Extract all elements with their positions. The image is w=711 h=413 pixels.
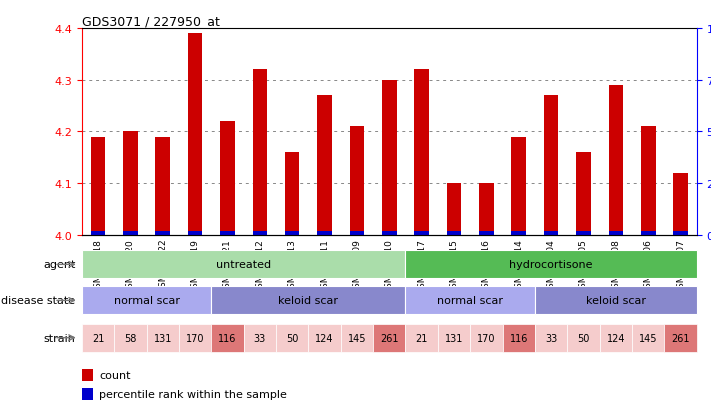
Bar	[503, 324, 535, 352]
Bar	[438, 324, 470, 352]
Bar	[382, 232, 397, 235]
Text: 170: 170	[186, 333, 204, 343]
Bar	[535, 324, 567, 352]
Bar	[252, 70, 267, 235]
Bar	[82, 251, 405, 279]
Bar	[211, 324, 244, 352]
Bar	[82, 369, 93, 381]
Bar	[179, 324, 211, 352]
Text: 261: 261	[671, 333, 690, 343]
Bar	[244, 324, 276, 352]
Bar	[405, 251, 697, 279]
Bar	[276, 324, 309, 352]
Bar	[405, 287, 535, 315]
Bar	[341, 324, 373, 352]
Bar	[91, 232, 105, 235]
Text: 170: 170	[477, 333, 496, 343]
Bar	[188, 232, 203, 235]
Bar	[664, 324, 697, 352]
Text: keloid scar: keloid scar	[586, 296, 646, 306]
Bar	[632, 324, 664, 352]
Bar	[123, 232, 138, 235]
Text: 21: 21	[415, 333, 428, 343]
Bar	[405, 324, 438, 352]
Text: normal scar: normal scar	[114, 296, 179, 306]
Bar	[544, 96, 558, 235]
Bar	[535, 287, 697, 315]
Text: 145: 145	[348, 333, 366, 343]
Text: 145: 145	[639, 333, 658, 343]
Bar	[91, 137, 105, 235]
Bar	[350, 232, 364, 235]
Bar	[447, 184, 461, 235]
Bar	[285, 232, 299, 235]
Text: strain: strain	[44, 333, 75, 343]
Text: 261: 261	[380, 333, 399, 343]
Text: agent: agent	[43, 260, 75, 270]
Bar	[673, 173, 688, 235]
Bar	[479, 232, 493, 235]
Bar	[82, 388, 93, 400]
Text: 33: 33	[254, 333, 266, 343]
Bar	[470, 324, 503, 352]
Text: percentile rank within the sample: percentile rank within the sample	[99, 389, 287, 399]
Text: 124: 124	[606, 333, 625, 343]
Text: 116: 116	[510, 333, 528, 343]
Bar	[447, 232, 461, 235]
Bar	[641, 232, 656, 235]
Bar	[567, 324, 599, 352]
Text: normal scar: normal scar	[437, 296, 503, 306]
Text: hydrocortisone: hydrocortisone	[509, 260, 593, 270]
Bar	[382, 81, 397, 235]
Bar	[309, 324, 341, 352]
Bar	[576, 153, 591, 235]
Bar	[285, 153, 299, 235]
Text: GDS3071 / 227950_at: GDS3071 / 227950_at	[82, 15, 220, 28]
Bar	[156, 137, 170, 235]
Bar	[317, 232, 332, 235]
Bar	[114, 324, 146, 352]
Text: 50: 50	[577, 333, 589, 343]
Bar	[146, 324, 179, 352]
Bar	[252, 232, 267, 235]
Bar	[188, 34, 203, 235]
Text: count: count	[99, 370, 131, 380]
Bar	[82, 324, 114, 352]
Text: disease state: disease state	[1, 296, 75, 306]
Text: 131: 131	[154, 333, 172, 343]
Bar	[82, 287, 211, 315]
Bar	[415, 232, 429, 235]
Bar	[317, 96, 332, 235]
Text: 50: 50	[286, 333, 299, 343]
Bar	[511, 137, 526, 235]
Bar	[609, 232, 623, 235]
Bar	[599, 324, 632, 352]
Bar	[673, 232, 688, 235]
Bar	[220, 232, 235, 235]
Bar	[609, 86, 623, 235]
Bar	[415, 70, 429, 235]
Bar	[479, 184, 493, 235]
Bar	[211, 287, 405, 315]
Text: untreated: untreated	[216, 260, 271, 270]
Text: 58: 58	[124, 333, 137, 343]
Text: 33: 33	[545, 333, 557, 343]
Text: 131: 131	[445, 333, 463, 343]
Bar	[123, 132, 138, 235]
Text: 116: 116	[218, 333, 237, 343]
Bar	[373, 324, 405, 352]
Bar	[641, 127, 656, 235]
Text: 21: 21	[92, 333, 104, 343]
Bar	[544, 232, 558, 235]
Bar	[220, 122, 235, 235]
Bar	[511, 232, 526, 235]
Bar	[156, 232, 170, 235]
Bar	[576, 232, 591, 235]
Text: keloid scar: keloid scar	[278, 296, 338, 306]
Text: 124: 124	[315, 333, 333, 343]
Bar	[350, 127, 364, 235]
